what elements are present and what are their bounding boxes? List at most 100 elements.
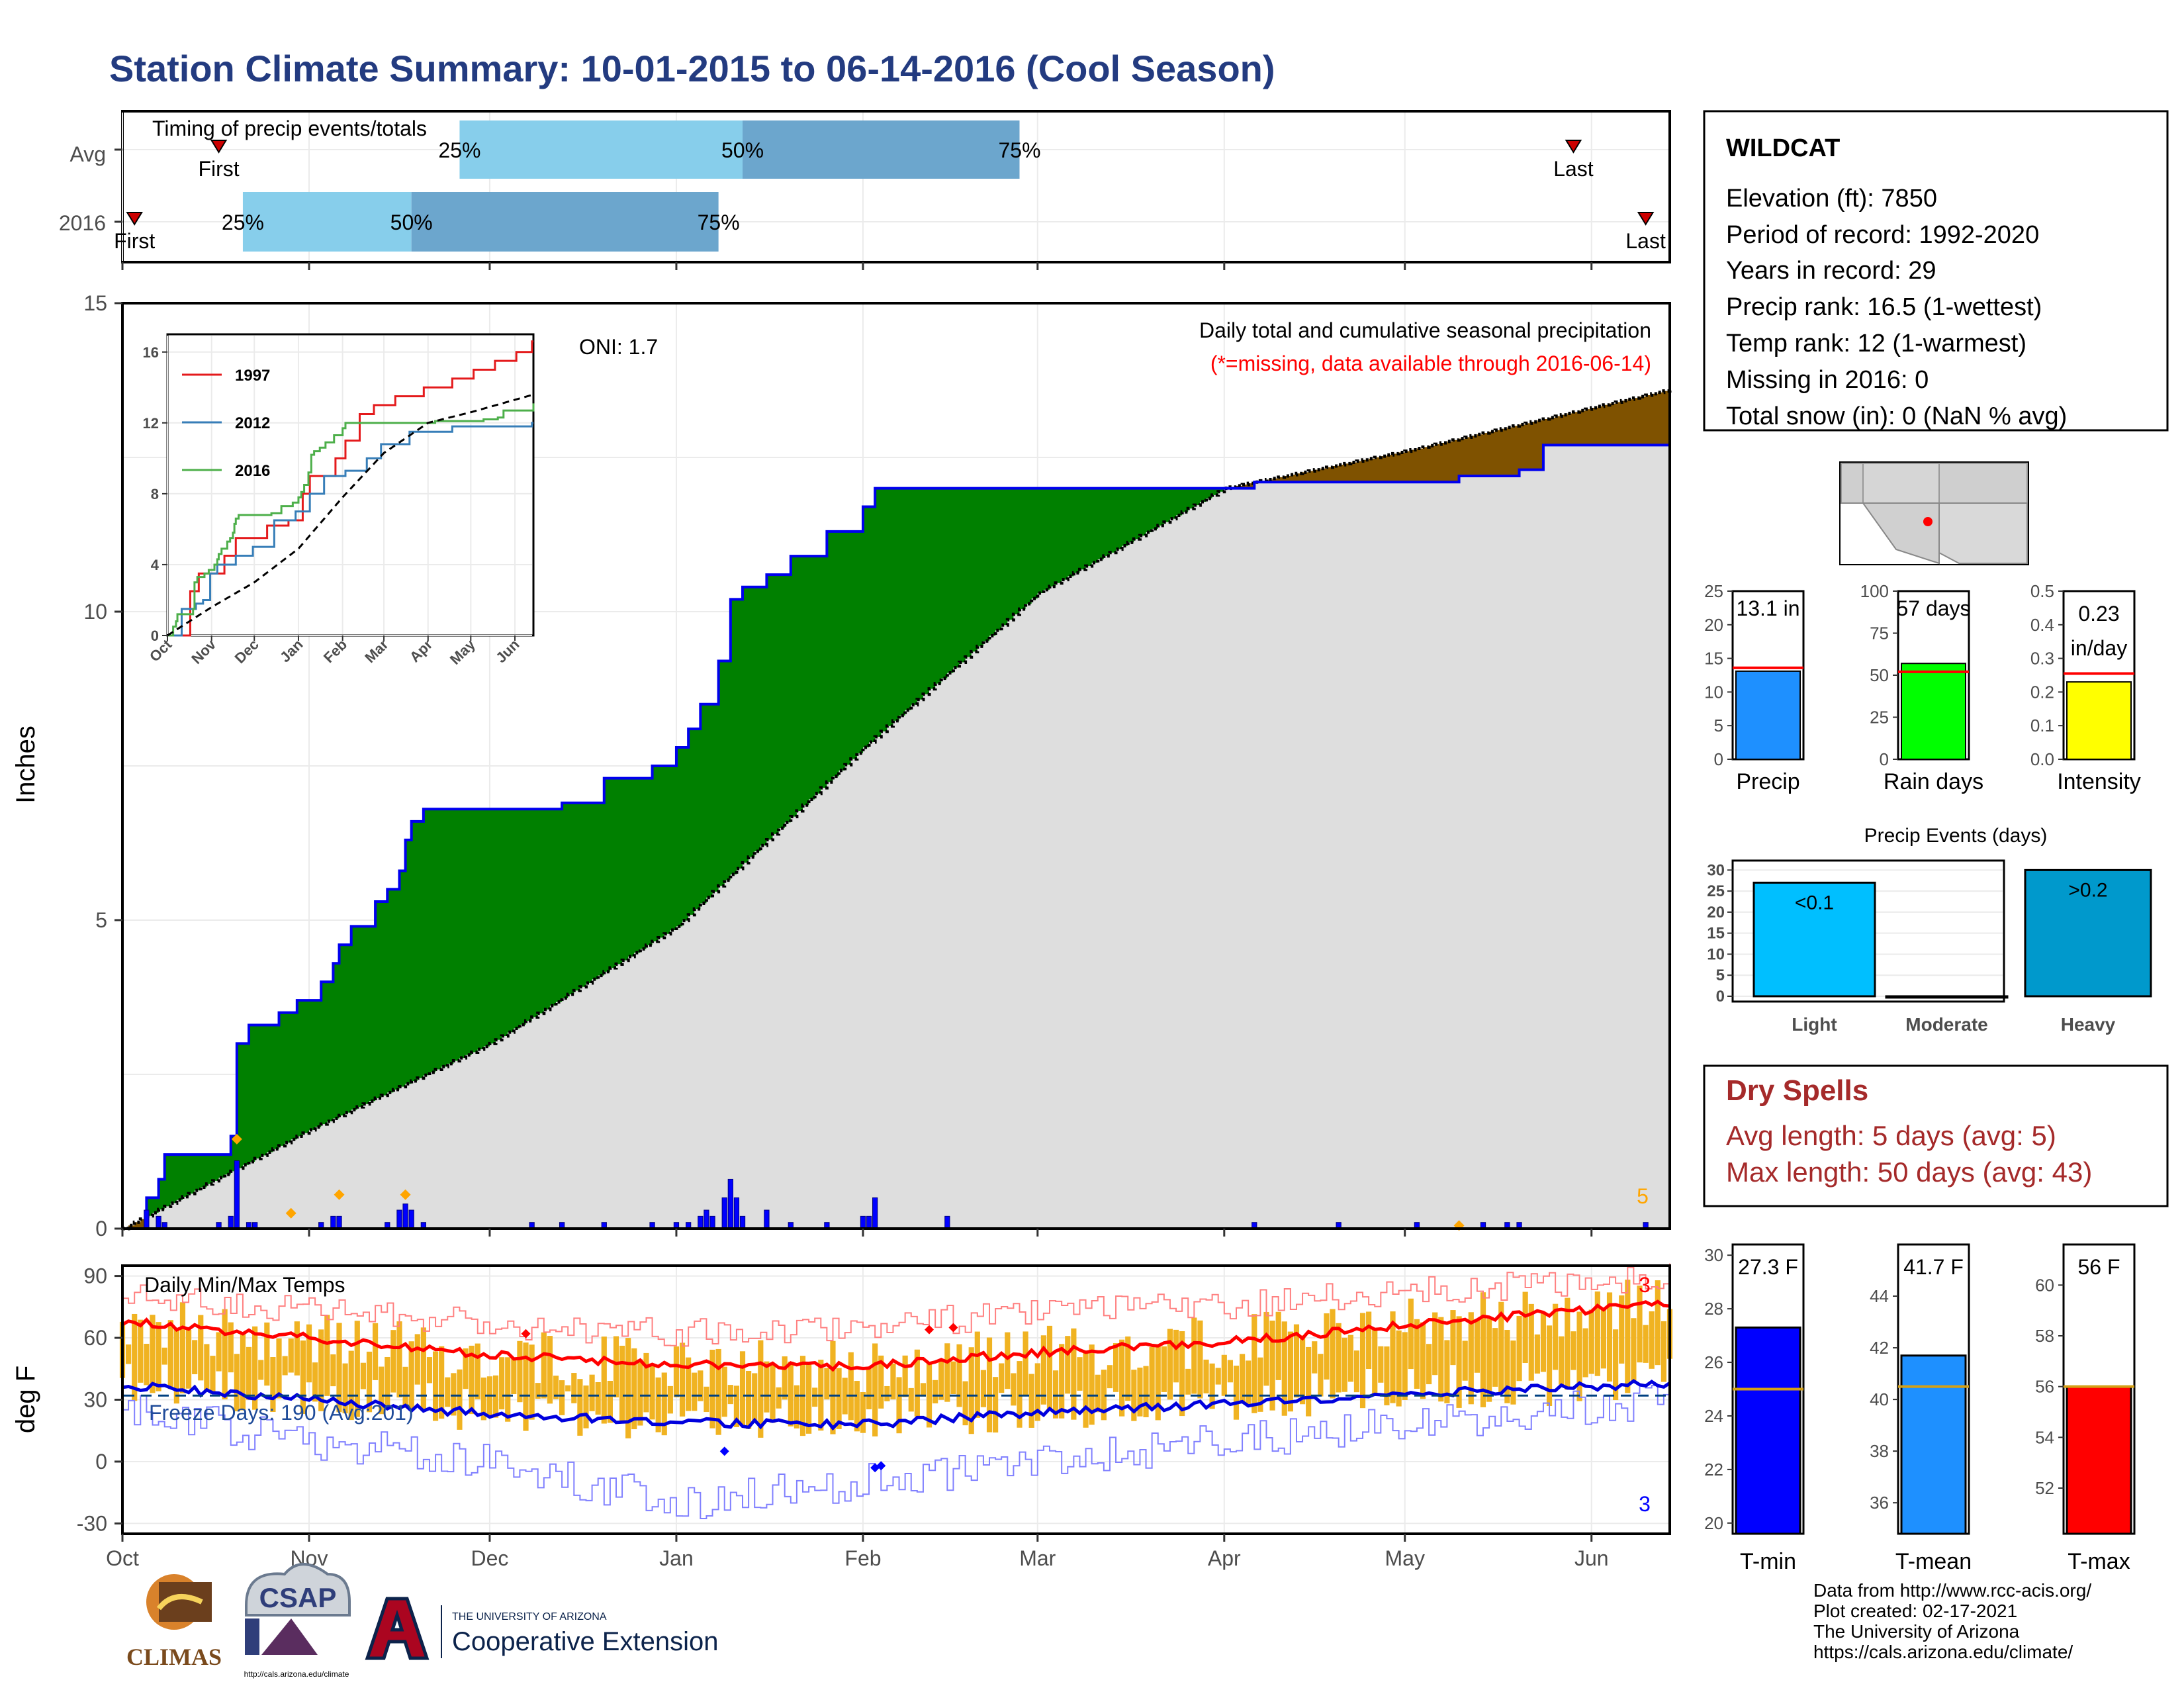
temp-range-bar xyxy=(246,1346,252,1400)
temp-range-bar xyxy=(788,1361,794,1427)
inset-gridlines xyxy=(167,336,532,636)
temp-range-bar xyxy=(836,1368,842,1429)
events-title: Precip Events (days) xyxy=(1864,825,2048,847)
temp-range-bar xyxy=(1209,1363,1215,1409)
temp-range-bar xyxy=(420,1327,426,1412)
temp-range-bar xyxy=(1125,1336,1131,1401)
avg-q25-q50-bar xyxy=(459,120,743,179)
summary-bar-fill xyxy=(2066,681,2132,761)
summary-bar-tick-label: 0.3 xyxy=(2030,649,2054,669)
temp-range-bar xyxy=(1414,1319,1420,1389)
temp-range-bar xyxy=(469,1345,475,1415)
temp-range-bar xyxy=(1582,1328,1588,1378)
inset-line-2012 xyxy=(167,422,533,637)
temp-range-bar xyxy=(234,1354,240,1412)
precip-ylabel: Inches xyxy=(11,726,40,804)
ua-logo: THE UNIVERSITY OF ARIZONA Cooperative Ex… xyxy=(365,1597,718,1660)
temp-range-bar xyxy=(999,1363,1005,1393)
month-tick-label: Jan xyxy=(659,1546,694,1570)
temp-range-bar xyxy=(1046,1325,1053,1409)
temp-range-bar xyxy=(198,1315,204,1381)
daily-precip-bar xyxy=(721,1197,727,1229)
temp-range-bar xyxy=(529,1344,535,1420)
temp-range-bar xyxy=(126,1344,132,1364)
month-tick-label: Apr xyxy=(1208,1546,1241,1570)
summary-bar-tick-label: 0.1 xyxy=(2030,716,2054,735)
temp-range-bar xyxy=(613,1336,619,1397)
temp-range-bar xyxy=(950,1361,956,1395)
daily-precip-bar xyxy=(144,1209,150,1229)
precip-ytick-label: 10 xyxy=(83,600,107,624)
temp-range-bar xyxy=(1113,1343,1119,1392)
temp-summary-fill xyxy=(1735,1326,1801,1535)
temp-summary-tick-label: 22 xyxy=(1704,1460,1723,1479)
temp-range-bar xyxy=(1600,1309,1607,1369)
inset-ytick-label: 16 xyxy=(143,344,159,361)
temp-range-bar xyxy=(390,1330,396,1393)
timing-pct-label: 25% xyxy=(222,211,264,234)
temp-range-bar xyxy=(649,1365,655,1420)
temp-range-bar xyxy=(920,1383,927,1397)
info-missing: Missing in 2016: 0 xyxy=(1726,366,1929,394)
info-elevation: Elevation (ft): 7850 xyxy=(1726,185,1937,212)
events-tick-label: 0 xyxy=(1716,988,1725,1006)
ua-small-text: THE UNIVERSITY OF ARIZONA xyxy=(452,1611,607,1622)
temp-range-bar xyxy=(1173,1329,1179,1383)
temp-panel: -30 0 30 60 90 deg F Daily Min/Max Temps Fre… xyxy=(11,1263,1673,1570)
temp-range-bar xyxy=(1203,1359,1209,1393)
daily-precip-bar xyxy=(709,1215,715,1229)
events-category-label: Moderate xyxy=(1905,1014,1987,1035)
temp-summary-value: 27.3 F xyxy=(1738,1255,1798,1279)
temp-range-bar xyxy=(402,1366,408,1408)
temp-summary-tick-label: 40 xyxy=(1870,1389,1889,1409)
temp-range-bar xyxy=(1366,1311,1372,1370)
temp-range-bar xyxy=(1275,1311,1281,1380)
temp-range-bar xyxy=(240,1332,246,1411)
avg-q50-q75-bar xyxy=(743,120,1020,179)
summary-bar-tick-label: 0.0 xyxy=(2030,749,2054,769)
temp-range-bar xyxy=(1246,1360,1251,1405)
temp-range-bar xyxy=(812,1387,818,1407)
temp-range-bar xyxy=(1119,1339,1125,1417)
temp-range-bar xyxy=(342,1363,348,1414)
y2016-q50-q75-bar xyxy=(411,192,719,252)
temp-range-bar xyxy=(396,1321,402,1398)
precip-ytick-label: 15 xyxy=(83,291,107,315)
precip-subtitle: Daily total and cumulative seasonal prec… xyxy=(1199,318,1651,342)
temp-range-bar xyxy=(1390,1311,1396,1403)
timing-pct-label: 75% xyxy=(698,211,740,234)
inset-ytick-label: 12 xyxy=(143,415,159,432)
temp-summary-t-max: 52 54 56 58 60 56 F T-max xyxy=(2035,1243,2136,1574)
summary-bar-tick-label: 75 xyxy=(1870,624,1889,643)
daily-precip-bar xyxy=(727,1178,733,1229)
temp-summary-value: 41.7 F xyxy=(1903,1255,1964,1279)
temp-range-bar xyxy=(872,1343,878,1436)
temp-range-bar xyxy=(733,1385,740,1427)
temp-range-bar xyxy=(1263,1311,1269,1386)
daily-precip-bar xyxy=(228,1215,234,1229)
temp-range-bar xyxy=(1107,1365,1113,1389)
temp-range-bar xyxy=(926,1363,933,1428)
first-marker-icon xyxy=(126,212,143,226)
temp-range-bar xyxy=(161,1347,167,1365)
summary-bar-name: Intensity xyxy=(2057,769,2141,794)
temp-range-bar xyxy=(1492,1328,1498,1387)
summary-bar-unit: in/day xyxy=(2071,636,2127,660)
month-tick-label: Jun xyxy=(1574,1546,1609,1570)
temp-range-bar xyxy=(414,1334,420,1385)
temp-range-bar xyxy=(1017,1361,1023,1428)
summary-bar-tick-label: 20 xyxy=(1704,615,1723,635)
y2016-q25-q50-bar xyxy=(242,192,412,252)
row-label-avg: Avg xyxy=(69,142,106,166)
temp-range-bar xyxy=(595,1382,601,1415)
temp-range-bar xyxy=(631,1348,637,1430)
temp-range-bar xyxy=(1637,1286,1643,1363)
temp-range-bar xyxy=(805,1362,812,1434)
temp-summary-name: T-max xyxy=(2068,1549,2130,1574)
temp-range-bar xyxy=(1534,1334,1540,1374)
temp-range-bar xyxy=(782,1356,788,1400)
temp-range-bar xyxy=(463,1348,469,1389)
temp-range-bar xyxy=(1034,1363,1040,1421)
temp-range-bar xyxy=(517,1340,523,1403)
